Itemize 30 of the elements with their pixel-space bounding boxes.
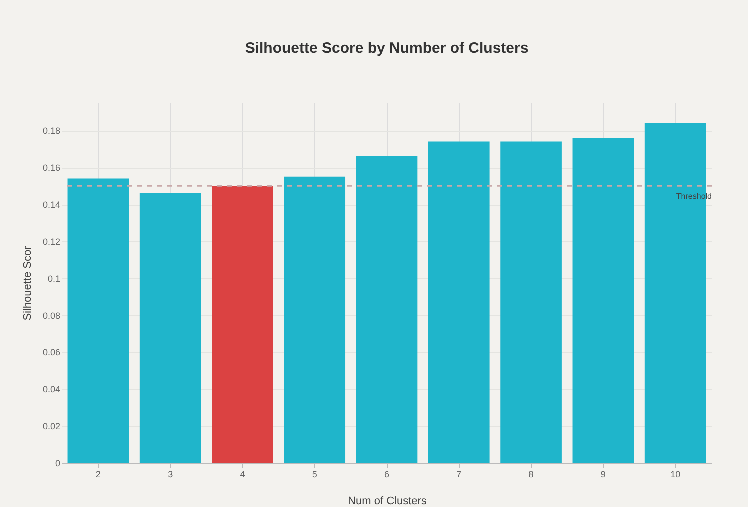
x-tick-label: 3 [168, 470, 174, 480]
x-axis-title: Num of Clusters [348, 496, 428, 507]
bar [140, 193, 202, 463]
x-tick-label: 7 [456, 470, 462, 480]
y-tick-label: 0.06 [42, 348, 60, 358]
bar [500, 142, 562, 463]
bar [428, 142, 490, 463]
bar [68, 178, 130, 463]
y-tick-label: 0.18 [42, 126, 60, 136]
bar [572, 138, 634, 463]
bar [284, 176, 346, 463]
bar [356, 156, 418, 463]
y-tick-label: 0.08 [42, 310, 60, 321]
x-tick-label: 9 [600, 470, 606, 480]
x-tick-label: 5 [312, 470, 318, 480]
y-tick-label: 0 [55, 458, 60, 468]
y-axis-title: Silhouette Scor [22, 246, 34, 321]
bar [212, 186, 274, 463]
chart-title: Silhouette Score by Number of Clusters [245, 40, 529, 57]
y-tick-label: 0.04 [42, 384, 60, 395]
y-tick-label: 0.02 [42, 422, 60, 432]
y-tick-label: 0.16 [42, 163, 60, 174]
x-tick-label: 4 [240, 470, 246, 480]
x-tick-label: 2 [96, 470, 101, 480]
x-tick-label: 10 [670, 470, 681, 480]
x-tick-label: 6 [384, 470, 390, 480]
y-tick-label: 0.1 [48, 274, 60, 284]
x-tick-label: 8 [528, 470, 534, 480]
y-tick-label: 0.12 [42, 236, 60, 247]
y-tick-label: 0.14 [42, 200, 60, 210]
